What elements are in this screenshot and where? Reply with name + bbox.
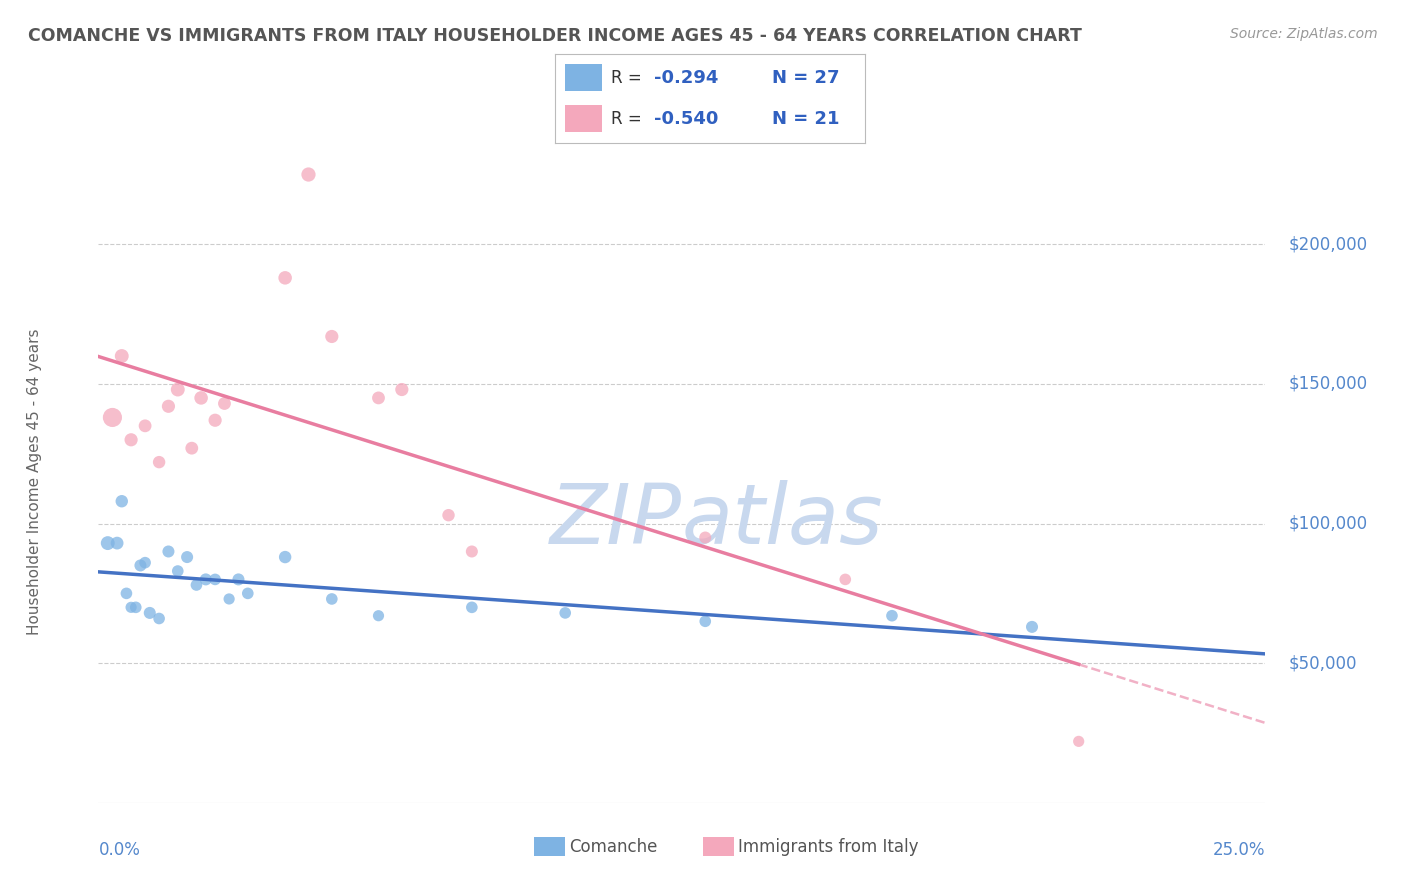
Point (695, 615, 717, 629)
Point (1021, 620, 1043, 634)
Point (274, 550, 297, 565)
Point (125, 600, 148, 615)
Point (391, 383, 413, 397)
Point (129, 558, 152, 573)
Point (834, 573, 856, 587)
Text: Immigrants from Italy: Immigrants from Italy (738, 838, 918, 855)
Point (880, 608, 903, 623)
Point (157, 399, 180, 413)
Point (321, 329, 343, 343)
Point (166, 564, 188, 578)
Text: N = 21: N = 21 (772, 110, 839, 128)
Point (194, 573, 217, 587)
Point (1067, 734, 1090, 748)
Point (204, 413, 226, 427)
Point (367, 608, 389, 623)
Point (115, 586, 138, 600)
Text: $150,000: $150,000 (1289, 375, 1368, 393)
FancyBboxPatch shape (565, 64, 602, 91)
Point (274, 270, 297, 285)
Text: 0.0%: 0.0% (98, 841, 141, 859)
Point (214, 396, 236, 410)
Point (166, 383, 188, 397)
Point (695, 531, 717, 545)
Text: Comanche: Comanche (569, 838, 658, 855)
Point (367, 391, 389, 405)
Point (190, 391, 212, 405)
Point (176, 550, 198, 565)
Point (111, 494, 134, 508)
Text: 25.0%: 25.0% (1213, 841, 1265, 859)
Text: -0.540: -0.540 (654, 110, 718, 128)
Point (134, 418, 156, 433)
Point (297, 168, 319, 182)
Point (218, 591, 240, 606)
Point (554, 606, 576, 620)
Point (236, 586, 259, 600)
Point (120, 433, 142, 447)
Text: ZIP: ZIP (550, 480, 682, 561)
Point (228, 573, 250, 587)
Point (120, 600, 142, 615)
Text: R =: R = (612, 110, 647, 128)
Text: Householder Income Ages 45 - 64 years: Householder Income Ages 45 - 64 years (27, 328, 42, 635)
Text: $50,000: $50,000 (1289, 654, 1357, 673)
Point (101, 410, 124, 425)
Text: N = 27: N = 27 (772, 69, 839, 87)
Point (186, 578, 208, 592)
Point (148, 611, 170, 625)
Text: atlas: atlas (682, 480, 883, 561)
FancyBboxPatch shape (565, 105, 602, 132)
Point (461, 600, 484, 615)
Point (134, 556, 156, 570)
Point (111, 349, 134, 363)
Point (204, 573, 226, 587)
Point (437, 508, 460, 523)
Point (180, 441, 202, 455)
Text: $200,000: $200,000 (1289, 235, 1368, 253)
Text: $100,000: $100,000 (1289, 515, 1368, 533)
Point (139, 606, 162, 620)
Point (321, 591, 343, 606)
Point (97, 536, 120, 550)
Text: Source: ZipAtlas.com: Source: ZipAtlas.com (1230, 27, 1378, 41)
Point (148, 455, 170, 469)
Text: COMANCHE VS IMMIGRANTS FROM ITALY HOUSEHOLDER INCOME AGES 45 - 64 YEARS CORRELAT: COMANCHE VS IMMIGRANTS FROM ITALY HOUSEH… (28, 27, 1083, 45)
Text: R =: R = (612, 69, 647, 87)
Point (461, 544, 484, 558)
Point (105, 536, 128, 550)
Text: -0.294: -0.294 (654, 69, 718, 87)
Point (157, 544, 180, 558)
